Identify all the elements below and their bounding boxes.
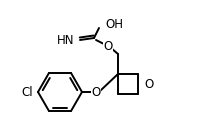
- Text: O: O: [103, 40, 113, 53]
- Text: OH: OH: [105, 18, 123, 31]
- Text: Cl: Cl: [21, 85, 33, 98]
- Text: HN: HN: [56, 34, 74, 46]
- Text: O: O: [144, 77, 153, 90]
- Text: O: O: [91, 85, 101, 98]
